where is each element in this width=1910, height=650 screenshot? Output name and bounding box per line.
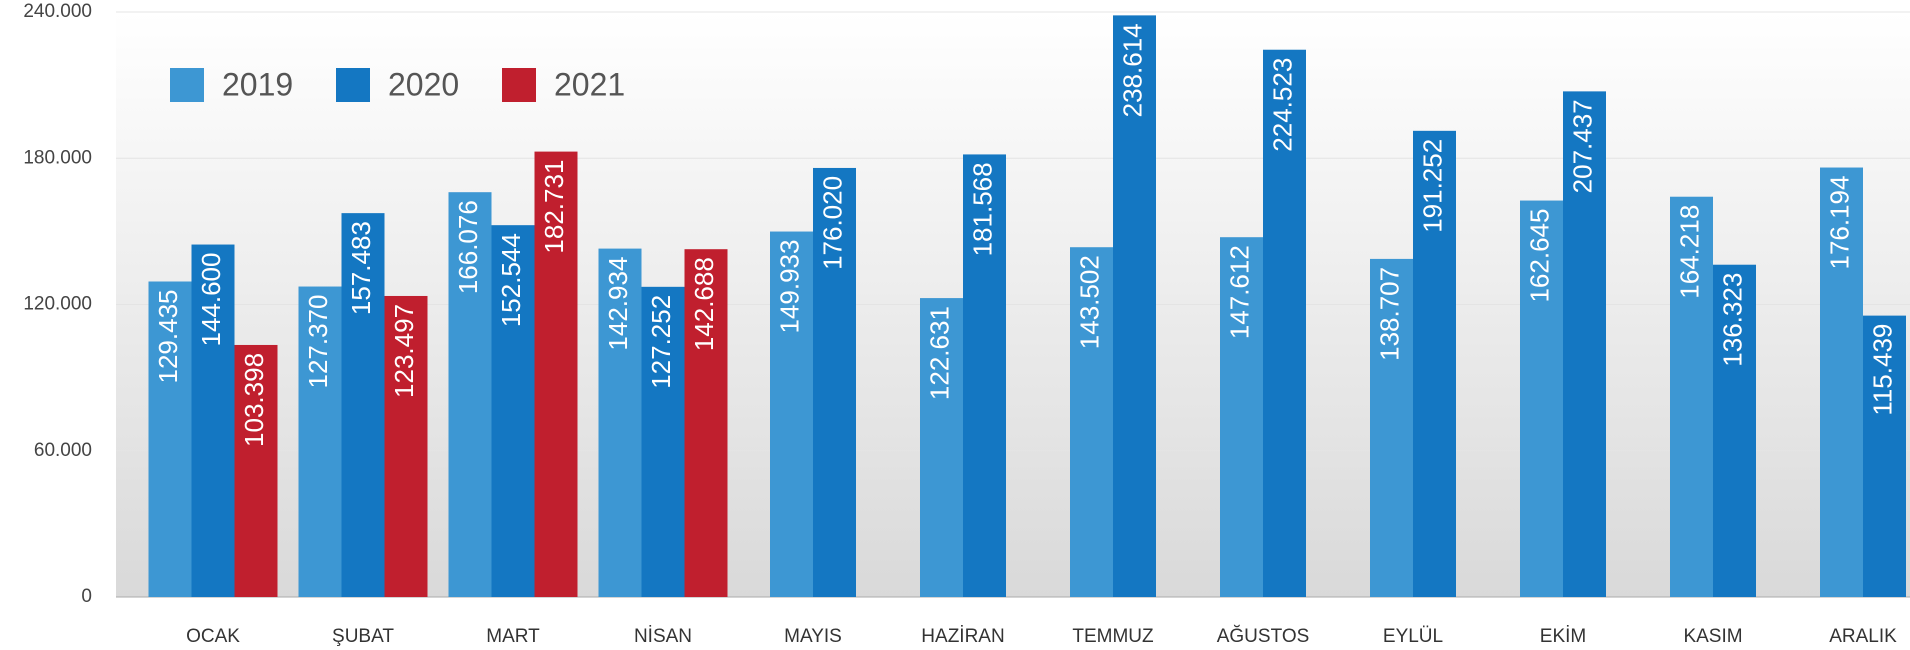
bar (1070, 247, 1113, 598)
value-label: 157.483 (346, 221, 376, 315)
x-tick-label: HAZİRAN (921, 626, 1004, 647)
value-label: 224.523 (1267, 58, 1297, 152)
value-label: 207.437 (1567, 99, 1597, 193)
bar (148, 281, 192, 597)
value-label: 123.497 (389, 304, 419, 398)
value-label: 149.933 (774, 240, 804, 334)
x-tick-label: ŞUBAT (332, 626, 394, 647)
bar (448, 192, 492, 597)
x-tick-label: NİSAN (634, 626, 692, 647)
x-tick-label: OCAK (186, 626, 240, 647)
y-tick-label: 180.000 (23, 147, 92, 168)
value-label: 176.020 (817, 176, 847, 270)
bar (641, 286, 685, 597)
bar (1263, 49, 1306, 597)
value-label: 152.544 (496, 233, 526, 327)
bar (1220, 237, 1263, 598)
legend-swatch (502, 68, 536, 102)
value-label: 147.612 (1224, 245, 1254, 339)
value-label: 176.194 (1824, 176, 1854, 270)
y-tick-label: 60.000 (34, 440, 92, 461)
value-label: 138.707 (1374, 267, 1404, 361)
value-label: 143.502 (1074, 255, 1104, 349)
bar (298, 286, 342, 597)
legend-label: 2020 (388, 66, 459, 102)
value-label: 142.688 (689, 257, 719, 351)
value-label: 142.934 (603, 257, 633, 351)
value-label: 144.600 (196, 253, 226, 347)
bar (191, 244, 235, 597)
value-label: 127.252 (646, 295, 676, 389)
x-tick-label: MART (486, 626, 540, 647)
value-label: 122.631 (924, 306, 954, 400)
bar (1113, 15, 1156, 598)
bar (341, 213, 385, 597)
value-label: 181.568 (967, 162, 997, 256)
bar (234, 344, 278, 597)
bar (598, 248, 642, 597)
x-tick-label: EKİM (1540, 626, 1586, 647)
value-label: 162.645 (1524, 209, 1554, 303)
bar (384, 295, 428, 597)
bar (1413, 130, 1456, 598)
legend-swatch (170, 68, 204, 102)
bar (491, 225, 535, 597)
bar (1713, 264, 1756, 597)
x-tick-label: TEMMUZ (1072, 626, 1154, 647)
x-tick-label: EYLÜL (1383, 626, 1443, 647)
bar (1563, 91, 1606, 597)
value-label: 115.439 (1867, 324, 1897, 416)
value-label: 182.731 (539, 160, 569, 254)
legend-label: 2019 (222, 66, 293, 102)
value-label: 129.435 (153, 290, 183, 384)
value-label: 127.370 (303, 295, 333, 389)
legend-label: 2021 (554, 66, 625, 102)
value-label: 136.323 (1717, 273, 1747, 367)
value-label: 238.614 (1117, 23, 1147, 117)
bar (1670, 196, 1713, 597)
x-tick-label: MAYIS (784, 626, 842, 647)
y-tick-label: 120.000 (23, 294, 92, 315)
legend-swatch (336, 68, 370, 102)
x-tick-label: ARALIK (1829, 626, 1897, 647)
bar (1370, 258, 1413, 597)
value-label: 191.252 (1417, 139, 1447, 233)
value-label: 166.076 (453, 200, 483, 294)
x-tick-label: AĞUSTOS (1217, 625, 1310, 647)
value-label: 164.218 (1674, 205, 1704, 299)
bar (684, 249, 728, 597)
x-tick-label: KASIM (1683, 626, 1742, 647)
bar (1520, 200, 1563, 598)
bar (1820, 167, 1863, 597)
bar (920, 298, 963, 597)
bar (1863, 315, 1906, 597)
bar (813, 167, 856, 598)
y-tick-label: 240.000 (23, 1, 92, 22)
bar (534, 151, 578, 597)
bar (770, 231, 813, 597)
bar (963, 154, 1006, 598)
y-tick-label: 0 (81, 586, 92, 607)
value-label: 103.398 (239, 353, 269, 447)
